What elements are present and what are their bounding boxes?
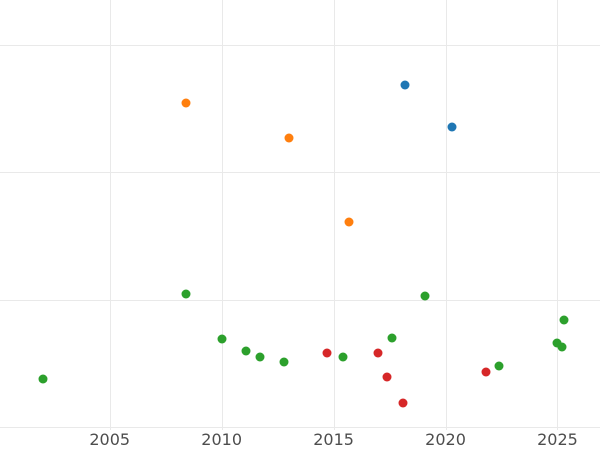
vertical-gridline [221,0,223,430]
scatter-point-blue-series [447,122,457,132]
scatter-point-green-series [217,334,227,344]
x-tick-label: 2010 [201,430,242,449]
scatter-point-green-series [181,289,191,299]
vertical-gridline [109,0,111,430]
horizontal-gridline [0,44,600,46]
scatter-point-orange-series [284,133,294,143]
scatter-point-green-series [38,374,48,384]
scatter-point-green-series [420,291,430,301]
scatter-point-orange-series [344,217,354,227]
scatter-point-green-series [557,342,567,352]
scatter-point-green-series [338,352,348,362]
horizontal-gridline [0,299,600,301]
scatter-point-green-series [387,333,397,343]
vertical-gridline [333,0,335,430]
scatter-point-green-series [494,361,504,371]
x-tick-label: 2015 [313,430,354,449]
scatter-point-red-series [382,372,392,382]
horizontal-gridline [0,427,600,429]
vertical-gridline [557,0,559,430]
scatter-point-green-series [279,357,289,367]
scatter-point-green-series [559,315,569,325]
scatter-point-red-series [398,398,408,408]
vertical-gridline [445,0,447,430]
horizontal-gridline [0,172,600,174]
scatter-point-blue-series [400,80,410,90]
scatter-point-red-series [373,348,383,358]
x-tick-label: 2025 [537,430,578,449]
scatter-point-red-series [322,348,332,358]
scatter-point-orange-series [181,98,191,108]
scatter-point-green-series [241,346,251,356]
scatter-point-red-series [481,367,491,377]
scatter-point-green-series [255,352,265,362]
x-tick-label: 2020 [425,430,466,449]
x-tick-label: 2005 [89,430,131,449]
